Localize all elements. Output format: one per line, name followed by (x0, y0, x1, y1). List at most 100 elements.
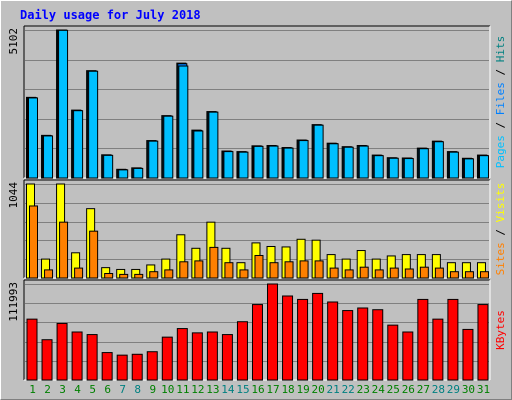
x-tick-label-day-2: 2 (44, 383, 51, 396)
bar-sites-day-24-fill (374, 269, 384, 279)
bar-kbytes-day-20-fill (312, 292, 324, 381)
bar-pages-day-4 (73, 110, 84, 179)
bar-kbytes-day-10 (161, 336, 173, 381)
x-tick-label-day-28: 28 (432, 383, 445, 396)
bar-sites-day-21-fill (329, 267, 339, 279)
bar-pages-day-13 (208, 111, 219, 179)
bar-pages-day-11 (178, 65, 189, 179)
x-tick-label-day-3: 3 (59, 383, 66, 396)
panels-layer: 5102 Pages / Files / Hits 1044 Sites / Visi… (7, 25, 507, 381)
bar-kbytes-day-31-fill (477, 304, 489, 381)
bar-kbytes-day-12 (191, 332, 203, 381)
bar-sites-day-28-fill (434, 267, 444, 279)
y-max-label: 111993 (7, 282, 20, 322)
bar-kbytes-day-27 (417, 298, 429, 381)
bar-pages-day-11-fill (178, 65, 189, 179)
bar-kbytes-day-1 (26, 318, 38, 381)
bar-pages-day-30-fill (463, 158, 474, 179)
bar-kbytes-day-18-fill (282, 295, 294, 381)
bar-kbytes-day-11-fill (176, 328, 188, 381)
bar-sites-day-6 (104, 272, 114, 279)
bar-sites-day-8 (134, 273, 144, 279)
legend-kbytes: KBytes (494, 310, 507, 350)
bar-pages-day-22 (343, 146, 354, 179)
legend-part: / (494, 222, 507, 242)
bar-sites-day-23 (359, 266, 369, 279)
bar-sites-day-19 (299, 260, 309, 279)
bar-kbytes-day-16-fill (251, 304, 263, 381)
bar-kbytes-day-8-fill (131, 353, 143, 381)
bar-pages-day-5 (88, 70, 99, 179)
bar-sites-day-26-fill (404, 268, 414, 279)
bar-pages-day-10 (163, 115, 174, 179)
x-tick-label-day-18: 18 (281, 383, 294, 396)
bar-pages-day-25-fill (388, 157, 399, 179)
bar-kbytes-day-10-fill (161, 336, 173, 381)
bar-pages-day-14-fill (223, 151, 234, 179)
x-tick-label-day-13: 13 (206, 383, 219, 396)
bar-sites-day-14-fill (224, 262, 234, 279)
bar-kbytes-day-29 (447, 298, 459, 381)
bar-kbytes-day-28 (432, 318, 444, 381)
bar-sites-day-3-fill (59, 221, 69, 279)
bar-pages-day-15 (238, 151, 249, 179)
bar-kbytes-day-25-fill (387, 324, 399, 381)
legend-part: / (494, 62, 507, 82)
bar-pages-day-29 (448, 151, 459, 179)
bar-sites-day-16 (254, 254, 264, 279)
bar-sites-day-28 (434, 267, 444, 279)
bar-pages-day-28-fill (433, 141, 444, 179)
x-tick-label-day-31: 31 (477, 383, 490, 396)
bar-kbytes-day-4-fill (71, 331, 83, 381)
bar-sites-day-11-fill (179, 261, 189, 279)
bar-kbytes-day-22-fill (342, 310, 354, 381)
bar-sites-day-15 (239, 269, 249, 279)
bar-pages-day-27 (418, 148, 429, 179)
bar-kbytes-day-14-fill (221, 334, 233, 381)
bar-pages-day-8 (133, 167, 144, 179)
bar-sites-day-5-fill (89, 230, 99, 279)
bar-sites-day-26 (404, 268, 414, 279)
bar-pages-day-16 (253, 145, 264, 179)
x-tick-label-day-12: 12 (191, 383, 204, 396)
bar-kbytes-day-15 (236, 321, 248, 381)
panel-hits_files_pages: 5102 Pages / Files / Hits (7, 25, 507, 179)
bar-kbytes-day-23-fill (357, 307, 369, 381)
legend-part: Visits (494, 183, 507, 223)
bar-sites-day-27-fill (419, 266, 429, 279)
bar-kbytes-day-21 (327, 301, 339, 381)
panel-kbytes: 111993 KBytes (7, 279, 507, 381)
bar-kbytes-day-2 (41, 339, 53, 381)
bar-pages-day-29-fill (448, 151, 459, 179)
bar-sites-day-8-fill (134, 273, 144, 279)
x-tick-label-day-23: 23 (357, 383, 370, 396)
bar-pages-day-12 (193, 130, 204, 179)
bar-pages-day-30 (463, 158, 474, 179)
bar-pages-day-9 (148, 140, 159, 179)
bar-pages-day-24 (373, 155, 384, 179)
bar-sites-day-20-fill (314, 260, 324, 279)
x-tick-label-day-19: 19 (296, 383, 309, 396)
bar-sites-day-22-fill (344, 269, 354, 279)
bar-kbytes-day-9-fill (146, 351, 158, 381)
bar-pages-day-4-fill (73, 110, 84, 179)
x-tick-label-day-26: 26 (402, 383, 415, 396)
bar-sites-day-3 (59, 221, 69, 279)
bar-pages-day-23-fill (358, 145, 369, 179)
bar-pages-day-14 (223, 151, 234, 179)
bar-sites-day-23-fill (359, 266, 369, 279)
bar-kbytes-day-21-fill (327, 301, 339, 381)
bar-pages-day-7 (118, 169, 129, 179)
bar-sites-day-9 (149, 271, 159, 279)
bar-pages-day-3-fill (58, 29, 69, 179)
bar-sites-day-31 (479, 271, 489, 279)
bar-pages-day-3 (58, 29, 69, 179)
bar-pages-day-18-fill (283, 147, 294, 179)
bar-sites-day-15-fill (239, 269, 249, 279)
x-tick-label-day-14: 14 (221, 383, 235, 396)
legend-part: KBytes (494, 310, 507, 350)
bar-pages-day-10-fill (163, 115, 174, 179)
bar-sites-day-10 (164, 269, 174, 279)
bar-pages-day-13-fill (208, 111, 219, 179)
legend-visits_sites: Sites / Visits (494, 183, 507, 276)
